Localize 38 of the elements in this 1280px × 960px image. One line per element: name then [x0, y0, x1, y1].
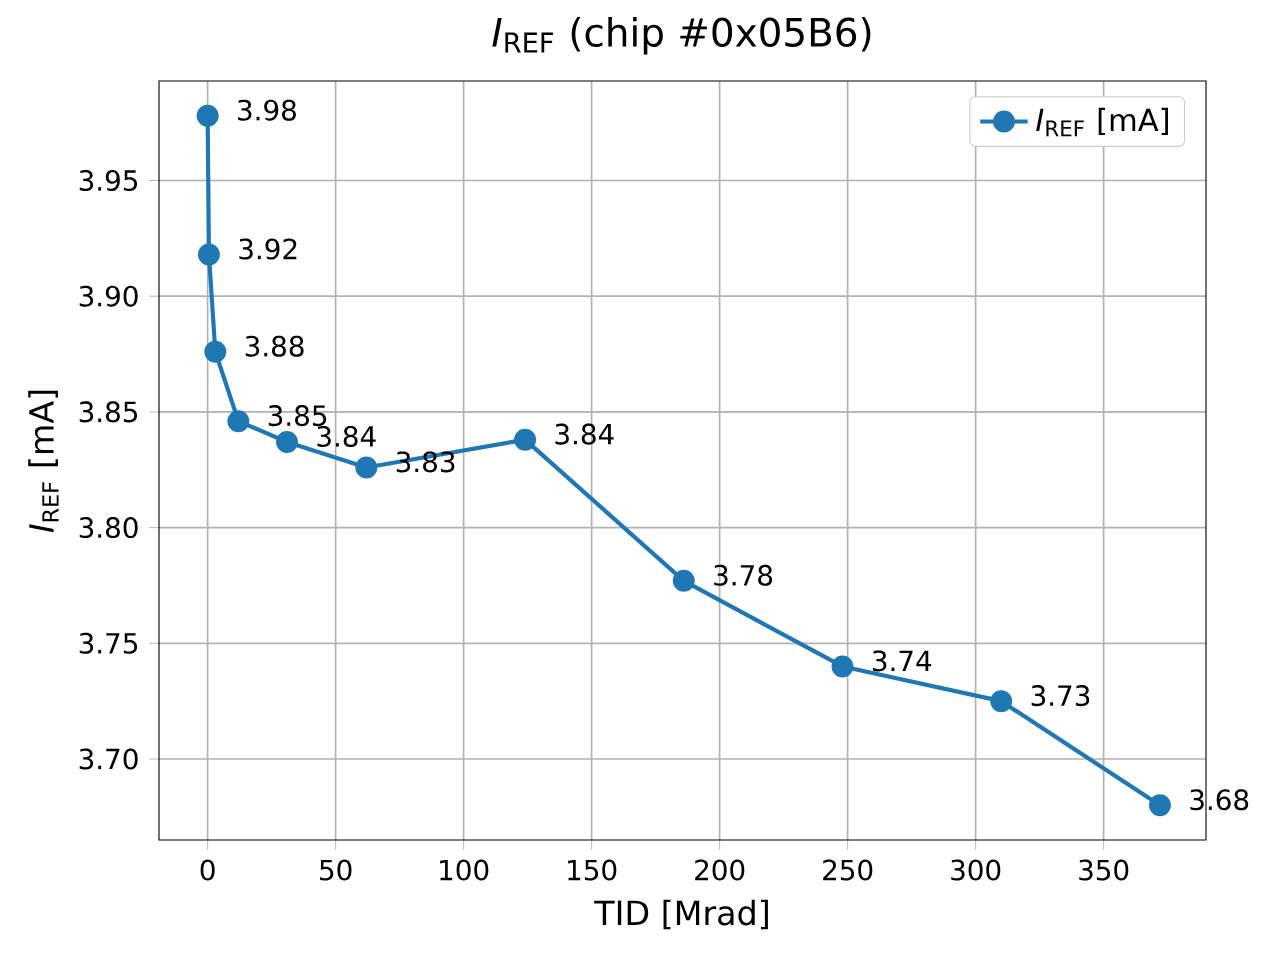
- point: [227, 410, 250, 433]
- point: [990, 690, 1013, 713]
- y-tick-label: 3.75: [79, 632, 138, 654]
- x-tick-label: 50: [320, 859, 352, 881]
- x-tick-label: 350: [1079, 859, 1129, 881]
- point: [355, 456, 378, 479]
- point: [672, 569, 695, 592]
- data-label: 3.88: [245, 335, 304, 357]
- data-label: 3.92: [239, 238, 297, 260]
- point: [197, 243, 220, 266]
- data-label: 3.85: [268, 405, 327, 427]
- x-tick-label: 200: [695, 859, 745, 881]
- y-tick-label: 3.70: [79, 748, 138, 770]
- point: [1148, 794, 1171, 817]
- x-axis-title: TID [Mrad]: [594, 899, 768, 930]
- data-label: 3.78: [714, 564, 773, 586]
- x-tick-label: 100: [440, 859, 489, 881]
- legend-label: I$_{REF}$ [mA]: [1036, 107, 1168, 137]
- point: [276, 431, 298, 453]
- point: [514, 428, 537, 451]
- y-tick-label: 3.95: [79, 169, 138, 191]
- data-label: 3.84: [555, 423, 614, 445]
- data-label: 3.74: [872, 650, 932, 672]
- data-label: 3.84: [317, 425, 376, 447]
- x-tick-label: 300: [951, 859, 1001, 881]
- x-tick-label: 150: [568, 859, 617, 881]
- y-tick-label: 3.90: [79, 285, 138, 307]
- x-tick-label: 250: [823, 859, 873, 881]
- y-tick-label: 3.80: [79, 517, 138, 539]
- point: [831, 655, 854, 678]
- point: [204, 340, 227, 363]
- x-tick-label: 0: [200, 859, 215, 881]
- data-label: 3.98: [238, 99, 296, 121]
- chart-title: I$_{REF}$ (chip #0x05B6): [492, 16, 871, 55]
- y-tick-label: 3.85: [79, 401, 138, 423]
- y-axis-title: I$_{REF}$ [mA]: [28, 390, 59, 533]
- data-label: 3.73: [1031, 685, 1090, 707]
- point: [196, 104, 219, 127]
